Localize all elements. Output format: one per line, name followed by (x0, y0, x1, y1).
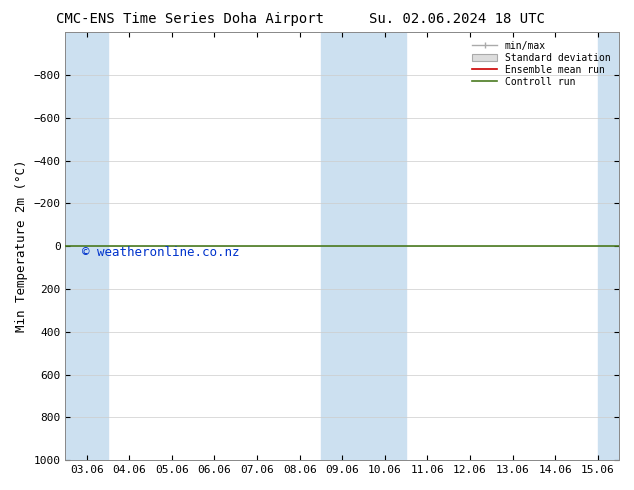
Text: CMC-ENS Time Series Doha Airport: CMC-ENS Time Series Doha Airport (56, 12, 324, 26)
Legend: min/max, Standard deviation, Ensemble mean run, Controll run: min/max, Standard deviation, Ensemble me… (469, 37, 614, 91)
Bar (65, 32, 108, 460)
Y-axis label: Min Temperature 2m (°C): Min Temperature 2m (°C) (15, 160, 28, 332)
Text: Su. 02.06.2024 18 UTC: Su. 02.06.2024 18 UTC (368, 12, 545, 26)
Text: © weatheronline.co.nz: © weatheronline.co.nz (82, 246, 240, 259)
Bar (598, 32, 619, 460)
Bar (321, 32, 406, 460)
